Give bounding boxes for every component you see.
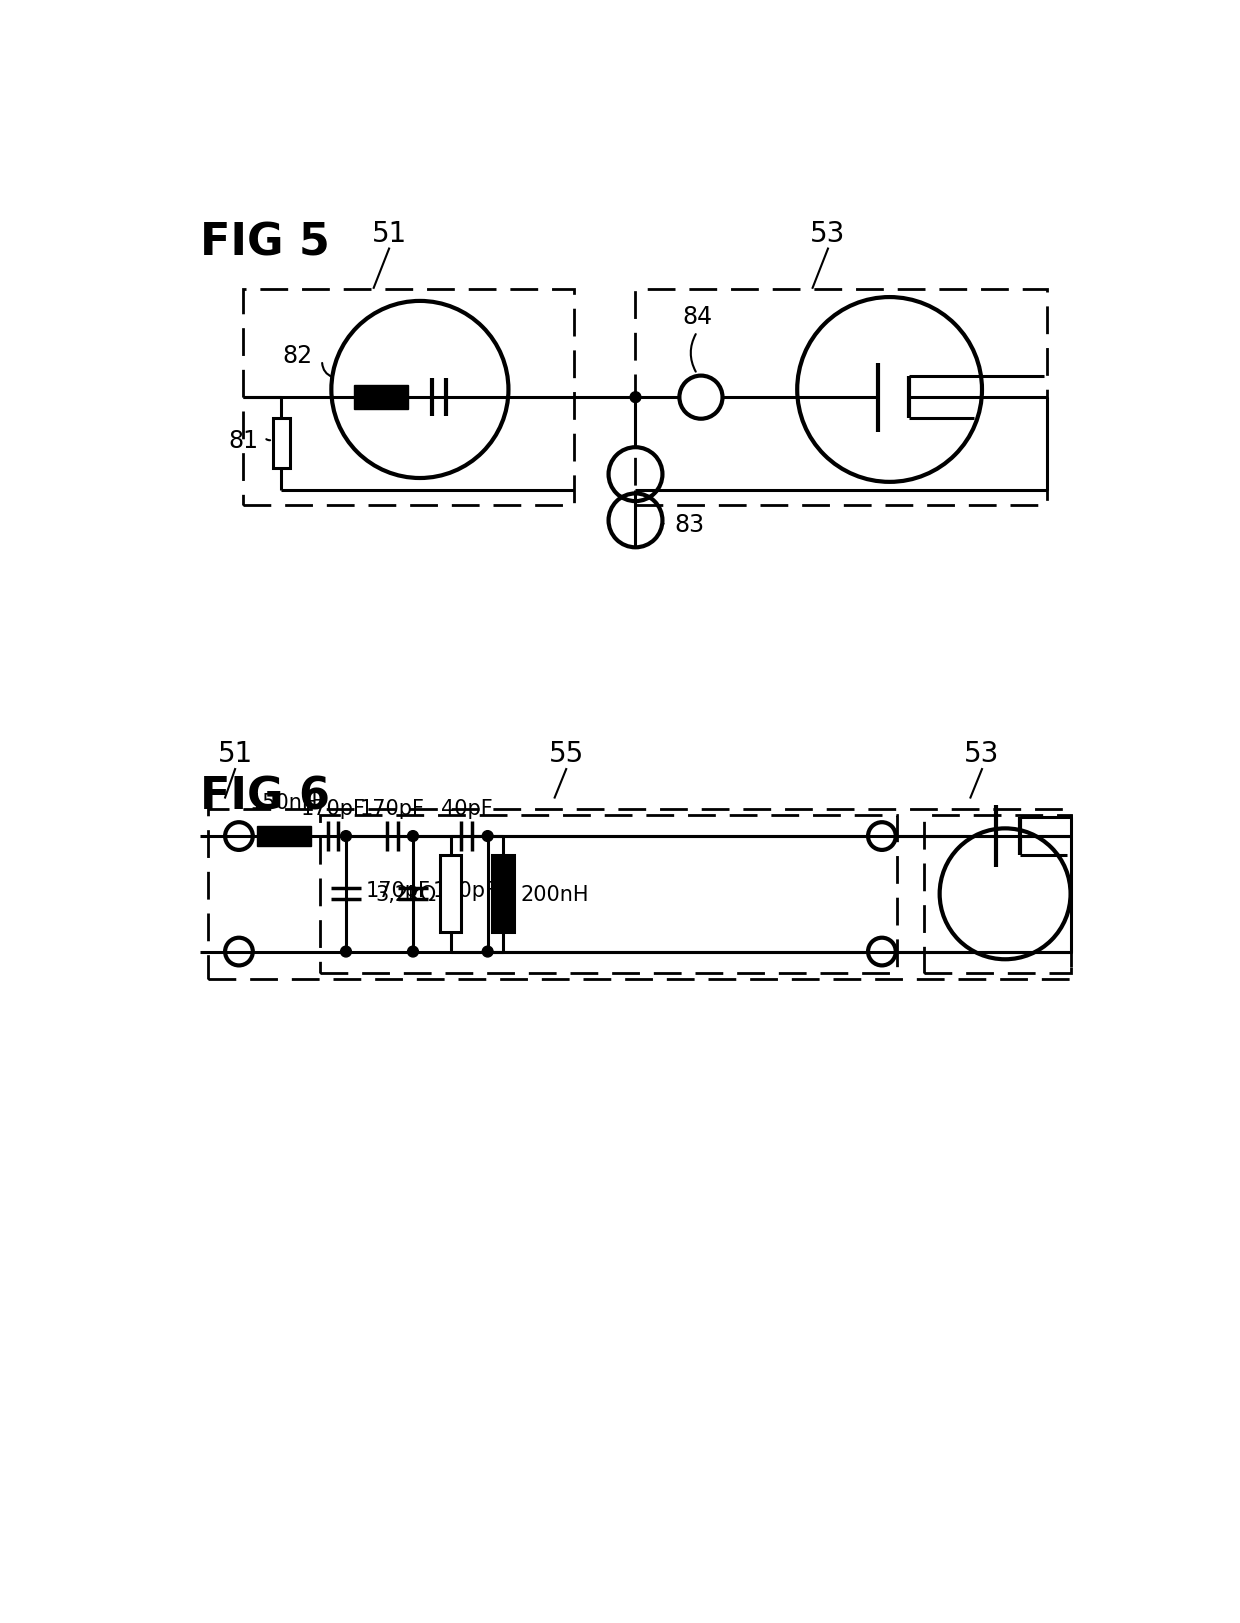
Bar <box>273 419 290 469</box>
Text: 82: 82 <box>281 344 312 367</box>
Bar <box>257 826 310 847</box>
Circle shape <box>341 831 351 842</box>
Text: 170pF: 170pF <box>366 880 430 901</box>
Text: 84: 84 <box>682 305 712 328</box>
Text: FIG 6: FIG 6 <box>201 774 330 818</box>
Bar <box>355 386 408 411</box>
Circle shape <box>482 831 494 842</box>
Text: 120pF: 120pF <box>433 880 497 901</box>
Circle shape <box>408 946 418 958</box>
Text: FIG 5: FIG 5 <box>201 221 330 265</box>
Circle shape <box>341 946 351 958</box>
Text: 150nH: 150nH <box>249 792 317 813</box>
Circle shape <box>630 393 641 403</box>
Text: 170pF: 170pF <box>300 799 366 820</box>
Text: 53: 53 <box>965 740 999 768</box>
Text: 53: 53 <box>810 219 846 248</box>
Text: 51: 51 <box>372 219 407 248</box>
Circle shape <box>408 831 418 842</box>
Bar <box>492 855 513 933</box>
Text: 83: 83 <box>675 513 704 537</box>
Circle shape <box>482 946 494 958</box>
Text: 200nH: 200nH <box>520 885 589 904</box>
Text: 55: 55 <box>548 740 584 768</box>
Bar <box>440 855 461 933</box>
Text: 3,2kΩ: 3,2kΩ <box>374 885 436 904</box>
Text: 40pF: 40pF <box>441 799 492 820</box>
Text: 81: 81 <box>228 428 258 453</box>
Text: 51: 51 <box>217 740 253 768</box>
Text: 170pF: 170pF <box>360 799 424 820</box>
